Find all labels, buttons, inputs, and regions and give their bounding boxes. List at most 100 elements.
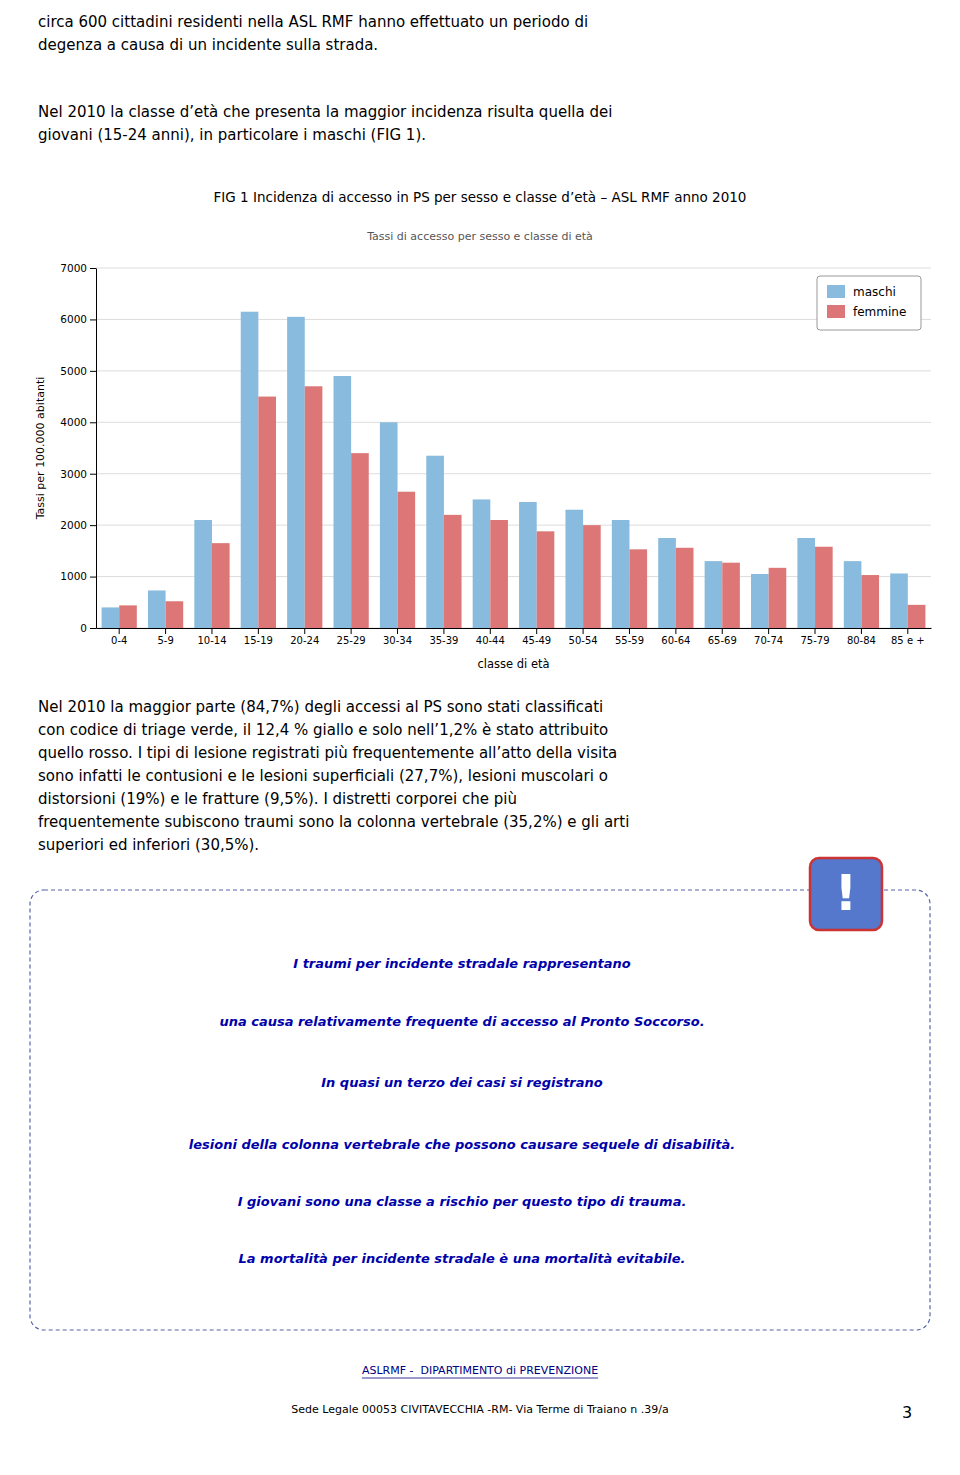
chart-title: FIG 1 Incidenza di accesso in PS per ses… (214, 189, 747, 205)
tick-label: 20-24 (290, 635, 319, 646)
page-number: 3 (902, 1403, 912, 1422)
tick-label: 6000 (60, 313, 87, 325)
bar (426, 456, 444, 628)
paragraph-line: distorsioni (19%) e le fratture (9,5%). … (38, 790, 517, 808)
bar (612, 520, 630, 628)
y-axis: 01000200030004000500060007000 (60, 262, 96, 634)
bar (490, 520, 508, 628)
tick-label: 70-74 (754, 635, 783, 646)
bar (815, 547, 833, 628)
note-line: I traumi per incidente stradale rapprese… (293, 956, 630, 971)
bar (705, 561, 723, 628)
alert-icon: ! (810, 858, 882, 930)
bar-series (119, 386, 925, 628)
tick-mark (90, 319, 96, 320)
tick-mark (258, 628, 259, 634)
x-axis-title: classe di età (477, 657, 549, 671)
legend-label: maschi (853, 285, 896, 299)
bar (844, 561, 862, 628)
paragraph-line: giovani (15-24 anni), in particolare i m… (38, 126, 426, 144)
page-background (0, 0, 960, 1475)
tick-label: 30-34 (383, 635, 412, 646)
x-tick: 25-29 (337, 628, 366, 646)
bar (537, 531, 555, 628)
paragraph-line: sono infatti le contusioni e le lesioni … (38, 767, 608, 785)
tick-label: 0 (80, 622, 87, 634)
x-tick: 35-39 (429, 628, 458, 646)
y-axis-title: Tassi per 100.000 abitanti (34, 377, 47, 521)
tick-label: 3000 (60, 468, 87, 480)
footer: ASLRMF - DIPARTIMENTO di PREVENZIONESede… (291, 1364, 668, 1416)
tick-mark (90, 474, 96, 475)
paragraph-line: Nel 2010 la maggior parte (84,7%) degli … (38, 698, 603, 716)
tick-label: 5000 (60, 365, 87, 377)
tick-label: 5-9 (157, 635, 173, 646)
x-tick: 85 e + (891, 628, 925, 646)
icon-background (810, 858, 882, 930)
tick-mark (861, 628, 862, 634)
grid-line (96, 370, 931, 371)
legend-box (817, 276, 921, 330)
grid-line (96, 422, 931, 423)
bar (305, 386, 323, 628)
grid-line (96, 473, 931, 474)
tick-label: 65-69 (708, 635, 737, 646)
bar (676, 548, 694, 628)
paragraph-line: superiori ed inferiori (30,5%). (38, 836, 259, 854)
bar (258, 397, 276, 628)
note-border (30, 890, 930, 1330)
bar (194, 520, 212, 628)
y-tick: 5000 (60, 365, 96, 377)
y-tick: 0 (80, 622, 96, 634)
legend-swatch (827, 285, 845, 298)
tick-label: 80-84 (847, 635, 876, 646)
page: circa 600 cittadini residenti nella ASL … (0, 0, 960, 1475)
bar (334, 376, 352, 628)
bottom-text: Nel 2010 la maggior parte (84,7%) degli … (38, 698, 629, 854)
note-line: I giovani sono una classe a rischio per … (238, 1194, 687, 1209)
tick-label: 10-14 (197, 635, 226, 646)
legend-swatch (827, 305, 845, 318)
bar (751, 574, 769, 628)
paragraph-line: quello rosso. I tipi di lesione registra… (38, 744, 617, 762)
top-text: circa 600 cittadini residenti nella ASL … (38, 13, 612, 144)
tick-mark (90, 525, 96, 526)
y-tick: 3000 (60, 468, 96, 480)
tick-label: 60-64 (661, 635, 690, 646)
bar (119, 605, 137, 628)
x-tick: 0-4 (111, 628, 127, 646)
bar (473, 499, 491, 628)
x-tick: 70-74 (754, 628, 783, 646)
bar (380, 422, 398, 628)
x-tick: 40-44 (476, 628, 505, 646)
x-tick: 60-64 (661, 628, 690, 646)
grid (96, 268, 931, 628)
y-tick: 4000 (60, 416, 96, 428)
icon-text: ! (835, 864, 858, 922)
x-tick: 5-9 (157, 628, 173, 646)
y-tick: 2000 (60, 519, 96, 531)
note-box: I traumi per incidente stradale rapprese… (30, 890, 930, 1330)
bar (148, 590, 166, 628)
grid-line (96, 268, 931, 269)
y-tick: 6000 (60, 313, 96, 325)
footer-line: Sede Legale 00053 CIVITAVECCHIA -RM- Via… (291, 1403, 668, 1416)
legend-label: femmine (853, 305, 906, 319)
bar (908, 605, 926, 628)
note-line: lesioni della colonna vertebrale che pos… (189, 1137, 735, 1152)
tick-mark (907, 628, 908, 634)
tick-label: 25-29 (337, 635, 366, 646)
bar (890, 573, 908, 628)
tick-mark (629, 628, 630, 634)
x-tick: 55-59 (615, 628, 644, 646)
tick-label: 1000 (60, 570, 87, 582)
bar (629, 549, 647, 628)
tick-label: 35-39 (429, 635, 458, 646)
x-tick: 65-69 (708, 628, 737, 646)
tick-mark (768, 628, 769, 634)
bar (769, 568, 787, 628)
tick-label: 40-44 (476, 635, 505, 646)
axis-line (96, 269, 97, 629)
tick-mark (536, 628, 537, 634)
tick-label: 85 e + (891, 635, 925, 646)
